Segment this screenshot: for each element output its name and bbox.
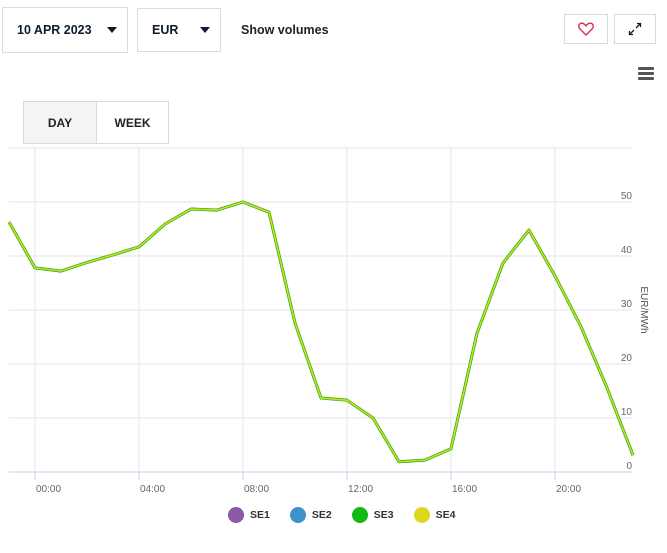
series-line-se2 xyxy=(7,200,635,463)
tab-day[interactable]: DAY xyxy=(23,101,97,144)
x-tick-label: 16:00 xyxy=(452,484,477,495)
x-tick-label: 04:00 xyxy=(140,484,165,495)
caret-down-icon xyxy=(107,27,117,33)
y-tick-label: 50 xyxy=(621,191,633,202)
legend: SE1 SE2 SE3 SE4 xyxy=(228,507,475,523)
heart-icon xyxy=(578,22,594,36)
legend-item-se4[interactable]: SE4 xyxy=(413,507,456,523)
chart-menu-button[interactable] xyxy=(638,67,654,82)
legend-label: SE4 xyxy=(435,509,456,521)
legend-dot-icon xyxy=(413,507,430,523)
price-chart: 00:00 04:00 08:00 12:00 16:00 20:00 0 10 20 30 40 5… xyxy=(7,147,649,495)
legend-dot-icon xyxy=(289,507,306,523)
date-dropdown[interactable]: 10 APR 2023 xyxy=(2,7,128,53)
currency-dropdown[interactable]: EUR xyxy=(137,8,221,52)
y-axis-label: EUR/MWh xyxy=(638,286,649,333)
x-tick-label: 20:00 xyxy=(556,484,581,495)
series-line-se3 xyxy=(7,200,635,464)
legend-item-se3[interactable]: SE3 xyxy=(351,507,394,523)
currency-value: EUR xyxy=(152,23,179,37)
tab-week[interactable]: WEEK xyxy=(96,101,169,144)
series-line-se1 xyxy=(7,200,635,463)
legend-item-se1[interactable]: SE1 xyxy=(228,507,270,523)
legend-dot-icon xyxy=(351,507,368,523)
y-tick-label: 30 xyxy=(621,299,633,310)
legend-label: SE1 xyxy=(250,509,270,521)
legend-dot-icon xyxy=(228,507,244,523)
show-volumes-toggle[interactable]: Show volumes xyxy=(241,23,329,37)
fullscreen-button[interactable] xyxy=(614,14,656,44)
y-tick-label: 20 xyxy=(621,353,633,364)
series-line-se4 xyxy=(8,201,634,463)
legend-label: SE2 xyxy=(311,509,332,521)
expand-icon xyxy=(628,22,642,36)
legend-item-se2[interactable]: SE2 xyxy=(289,507,332,523)
x-tick-label: 08:00 xyxy=(244,484,269,495)
y-tick-label: 40 xyxy=(621,245,633,256)
x-tick-label: 12:00 xyxy=(348,484,373,495)
favorite-button[interactable] xyxy=(564,14,608,44)
y-tick-label: 0 xyxy=(626,461,632,472)
x-tick-label: 00:00 xyxy=(36,484,61,495)
date-value: 10 APR 2023 xyxy=(17,23,92,37)
caret-down-icon xyxy=(200,27,210,33)
legend-label: SE3 xyxy=(373,509,394,521)
y-tick-label: 10 xyxy=(621,407,633,418)
